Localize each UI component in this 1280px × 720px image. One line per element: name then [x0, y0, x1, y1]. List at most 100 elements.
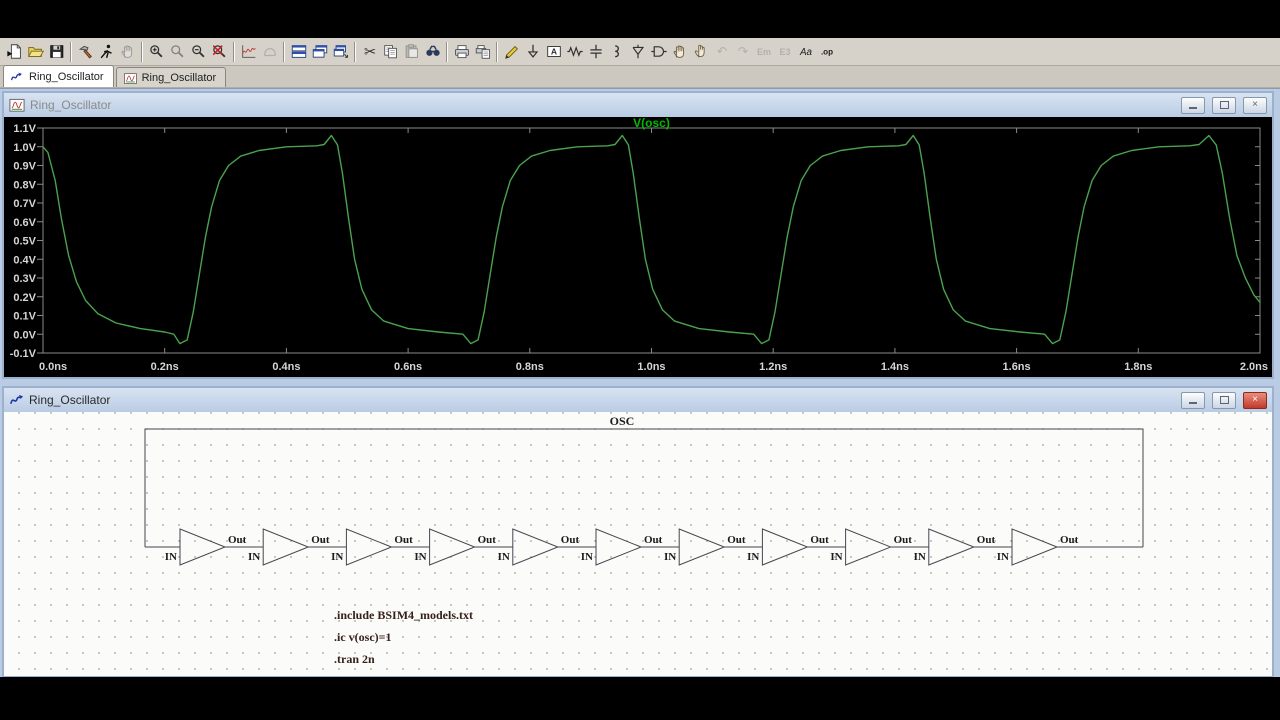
tab-waveform[interactable]: Ring_Oscillator [115, 67, 227, 87]
trace-v-osc [42, 134, 1261, 345]
y-axis-label: 1.0V [13, 142, 36, 154]
schematic-canvas[interactable]: OSC IN Out IN Out IN Out IN Out IN Out IN Out IN Out IN… [4, 412, 1272, 676]
y-axis-label: 0.3V [13, 273, 36, 285]
open-file-button[interactable] [25, 40, 46, 64]
inverter-symbol[interactable] [845, 528, 892, 566]
toolbar-separator [283, 41, 285, 62]
spice-directive-text[interactable]: .tran 2n [334, 652, 375, 666]
pin-label-in: IN [914, 551, 926, 563]
trace-label-v-osc[interactable]: V(osc) [633, 117, 670, 130]
toolbar-separator [141, 41, 143, 62]
svg-text:A: A [550, 46, 556, 56]
pin-label-in: IN [997, 551, 1009, 563]
schematic-window-titlebar[interactable]: Ring_Oscillator × [4, 388, 1272, 412]
x-axis-label: 0.0ns [39, 361, 67, 373]
inverter-symbol[interactable] [1011, 528, 1059, 566]
cascade-windows-button[interactable] [309, 40, 330, 64]
place-text-icon: Aa [798, 47, 812, 58]
waveform-icon [9, 98, 25, 112]
y-axis-label: 0.4V [13, 254, 36, 266]
place-resistor-icon [566, 45, 583, 58]
pin-label-out: Out [894, 534, 913, 546]
place-resistor-button[interactable] [564, 40, 585, 64]
inverter-symbol[interactable] [928, 528, 976, 566]
tile-vertically-button[interactable] [330, 40, 351, 64]
toolbar-separator [446, 41, 448, 62]
spice-directive-text[interactable]: .ic v(osc)=1 [334, 630, 392, 644]
place-net-label-icon: A [546, 46, 561, 57]
pin-label-in: IN [747, 551, 759, 563]
zoom-in-button[interactable] [146, 40, 167, 64]
print-button[interactable] [451, 40, 472, 64]
drag-button[interactable] [690, 40, 711, 64]
schematic-icon [10, 394, 24, 404]
move-icon [673, 45, 684, 58]
place-component-button[interactable] [648, 40, 669, 64]
waveform-maximize-button[interactable] [1212, 96, 1236, 114]
pan-view-button [259, 40, 280, 64]
feedback-wire[interactable] [144, 428, 1144, 547]
tile-horizontally-button[interactable] [288, 40, 309, 64]
toolbar-separator [70, 41, 72, 62]
x-axis-label: 1.4ns [881, 361, 909, 373]
spice-directive-button[interactable]: .op [816, 40, 837, 64]
zoom-in-icon [149, 45, 162, 58]
zoom-full-extents-button[interactable] [209, 40, 230, 64]
svg-text:✂: ✂ [363, 44, 375, 60]
x-axis-label: 1.8ns [1124, 361, 1152, 373]
toolbar-separator [496, 41, 498, 62]
draw-wire-button[interactable] [501, 40, 522, 64]
schematic-maximize-button[interactable] [1212, 391, 1236, 409]
waveform-minimize-button[interactable] [1181, 96, 1205, 114]
place-capacitor-button[interactable] [585, 40, 606, 64]
save-file-button[interactable] [46, 40, 67, 64]
waveform-close-button[interactable]: × [1243, 96, 1267, 114]
cut-button[interactable]: ✂ [359, 40, 380, 64]
move-button[interactable] [669, 40, 690, 64]
print-preview-icon [475, 45, 490, 59]
halt-simulation-icon [121, 45, 132, 58]
inverter-symbol[interactable] [179, 528, 227, 566]
place-inductor-button[interactable] [606, 40, 627, 64]
inverter-symbol[interactable] [262, 528, 310, 566]
find-button[interactable] [422, 40, 443, 64]
open-file-icon [27, 47, 44, 57]
waveform-window-titlebar[interactable]: Ring_Oscillator × [4, 93, 1272, 117]
x-axis-label: 1.2ns [759, 361, 787, 373]
copy-button[interactable] [380, 40, 401, 64]
print-preview-button[interactable] [472, 40, 493, 64]
new-file-button[interactable] [4, 40, 25, 64]
place-text-button[interactable]: Aa [795, 40, 816, 64]
pin-label-out: Out [977, 534, 996, 546]
net-label-osc[interactable]: OSC [610, 414, 635, 428]
place-inductor-icon [614, 45, 619, 58]
control-panel-button[interactable] [75, 40, 96, 64]
tab-label: Ring_Oscillator [141, 71, 217, 84]
schematic-close-button[interactable]: × [1243, 391, 1267, 409]
svg-text:Aa: Aa [798, 47, 812, 58]
y-axis-label: 0.0V [13, 329, 36, 341]
tab-schematic[interactable]: Ring_Oscillator [3, 65, 114, 87]
halt-simulation-button [117, 40, 138, 64]
pin-label-in: IN [830, 551, 842, 563]
place-capacitor-icon [589, 44, 602, 59]
pin-label-in: IN [414, 551, 426, 563]
inverter-symbol[interactable] [345, 528, 393, 566]
inverter-symbol[interactable] [429, 528, 476, 566]
spice-directive-text[interactable]: .include BSIM4_models.txt [334, 608, 473, 622]
autorange-y-axis-button[interactable] [238, 40, 259, 64]
inverter-symbol[interactable] [678, 528, 726, 566]
schematic-minimize-button[interactable] [1181, 391, 1205, 409]
inverter-symbol[interactable] [761, 528, 809, 566]
zoom-out-button[interactable] [188, 40, 209, 64]
run-simulation-button[interactable] [96, 40, 117, 64]
waveform-plot-area[interactable]: V(osc) 1.1V 1.0V 0.9V 0.8V 0.7V 0.6V 0.5V 0.4V 0.… [4, 117, 1272, 377]
inverter-symbol[interactable] [512, 528, 560, 566]
place-net-label-button[interactable]: A [543, 40, 564, 64]
place-diode-button[interactable] [627, 40, 648, 64]
control-panel-icon [78, 45, 92, 59]
pin-label-out: Out [1060, 534, 1079, 546]
place-ground-button[interactable] [522, 40, 543, 64]
cut-icon: ✂ [363, 44, 375, 60]
inverter-symbol[interactable] [595, 528, 643, 566]
